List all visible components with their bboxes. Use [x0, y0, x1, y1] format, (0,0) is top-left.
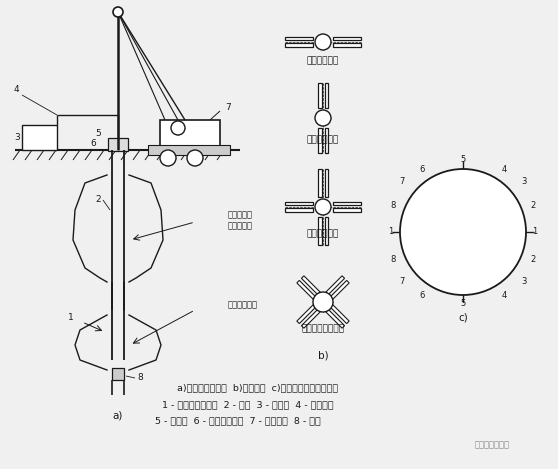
Text: 5: 5: [460, 156, 465, 165]
Bar: [285, 44, 313, 47]
Polygon shape: [301, 310, 320, 328]
Text: 2: 2: [530, 201, 536, 210]
Polygon shape: [326, 276, 345, 295]
Circle shape: [171, 121, 185, 135]
Bar: [285, 209, 313, 212]
Text: a): a): [113, 410, 123, 420]
Text: 已挤扩成形: 已挤扩成形: [228, 211, 253, 219]
Text: 3: 3: [521, 278, 527, 287]
Text: 错位对称十字分支: 错位对称十字分支: [301, 325, 344, 333]
Circle shape: [113, 7, 123, 17]
Circle shape: [315, 199, 331, 215]
Text: 的分支空腔: 的分支空腔: [228, 221, 253, 230]
Bar: [22, 125, 57, 150]
Text: 4: 4: [502, 165, 507, 174]
Bar: [325, 217, 328, 245]
Text: 对称十字分支: 对称十字分支: [307, 229, 339, 239]
Bar: [325, 128, 328, 153]
Bar: [333, 44, 361, 47]
Text: b): b): [318, 350, 328, 360]
Bar: [333, 202, 361, 205]
Text: 1 - 支盘成形机主机  2 - 桩孔  3 - 液压站  4 - 液压胶管: 1 - 支盘成形机主机 2 - 桩孔 3 - 液压站 4 - 液压胶管: [162, 401, 334, 409]
Circle shape: [187, 150, 203, 166]
Bar: [112, 368, 124, 380]
Text: 4: 4: [14, 85, 20, 94]
Text: 横向一字分支: 横向一字分支: [307, 56, 339, 66]
Bar: [285, 202, 313, 205]
Text: 6: 6: [419, 165, 425, 174]
Text: 4: 4: [502, 290, 507, 300]
Text: 正在挤扩成形: 正在挤扩成形: [228, 301, 258, 310]
Text: 7: 7: [400, 177, 405, 187]
Text: 8: 8: [390, 255, 396, 264]
Text: 3: 3: [521, 177, 527, 187]
Circle shape: [400, 169, 526, 295]
Bar: [333, 37, 361, 40]
Bar: [318, 128, 321, 153]
Circle shape: [160, 150, 176, 166]
Bar: [108, 138, 128, 151]
Text: 1: 1: [68, 313, 74, 323]
Text: 7: 7: [225, 104, 231, 113]
Polygon shape: [301, 276, 320, 295]
Text: 1: 1: [532, 227, 537, 236]
Text: 1: 1: [388, 227, 393, 236]
Text: 2: 2: [530, 255, 536, 264]
Text: 5: 5: [460, 300, 465, 309]
Text: c): c): [458, 312, 468, 322]
Polygon shape: [326, 310, 345, 328]
Bar: [148, 145, 230, 155]
Bar: [285, 37, 313, 40]
Bar: [333, 209, 361, 212]
Text: a)成形设备布置图  b)分支形式  c)整体断面及挤扩转位图: a)成形设备布置图 b)分支形式 c)整体断面及挤扩转位图: [177, 384, 339, 393]
Bar: [318, 217, 321, 245]
Bar: [318, 83, 321, 108]
Text: 2: 2: [95, 196, 100, 204]
Text: 8: 8: [390, 201, 396, 210]
Text: 5 - 接长杆  6 - 旋转定位装置  7 - 起重设备  8 - 工篓: 5 - 接长杆 6 - 旋转定位装置 7 - 起重设备 8 - 工篓: [155, 416, 321, 425]
Text: 6: 6: [90, 138, 96, 147]
Polygon shape: [330, 305, 349, 324]
Circle shape: [315, 34, 331, 50]
Bar: [160, 120, 220, 150]
Text: 5: 5: [95, 129, 101, 137]
Circle shape: [315, 110, 331, 126]
Bar: [318, 169, 321, 197]
Bar: [325, 169, 328, 197]
Polygon shape: [297, 280, 316, 299]
Text: 逆作法工程中心: 逆作法工程中心: [474, 440, 509, 449]
Text: 纵向一字分支: 纵向一字分支: [307, 136, 339, 144]
Polygon shape: [330, 280, 349, 299]
Polygon shape: [297, 305, 316, 324]
Bar: [325, 83, 328, 108]
Text: 3: 3: [14, 134, 20, 143]
Text: 6: 6: [419, 290, 425, 300]
Circle shape: [313, 292, 333, 312]
Text: 8: 8: [137, 373, 143, 383]
Text: 7: 7: [400, 278, 405, 287]
